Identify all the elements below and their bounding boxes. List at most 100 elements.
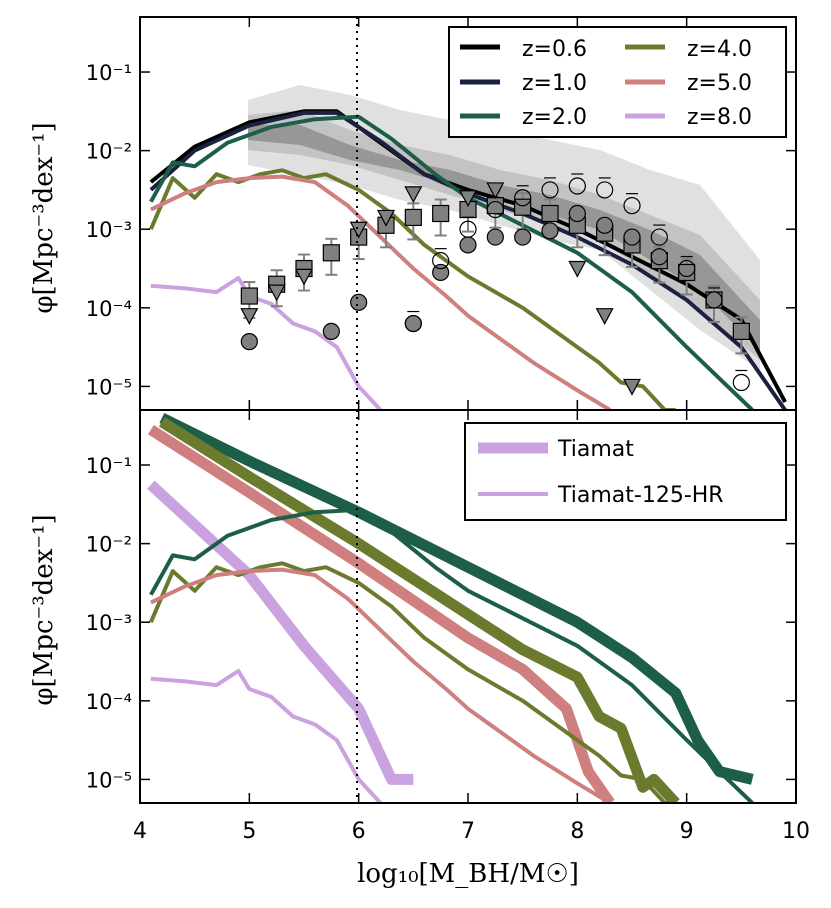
observational-data bbox=[240, 173, 750, 396]
top-series-lines bbox=[149, 109, 787, 410]
triangle-marker bbox=[568, 260, 587, 278]
tiamat-125-hr-line bbox=[149, 561, 676, 803]
y-tick-label: 10⁻⁵ bbox=[86, 375, 132, 399]
square-marker bbox=[240, 287, 258, 305]
model-shaded-bands bbox=[248, 85, 760, 370]
legend-label: z=2.0 bbox=[522, 105, 587, 130]
legend-entry: z=8.0 bbox=[625, 105, 752, 130]
tiamat-125-hr-line bbox=[149, 507, 754, 803]
x-tick-label: 10 bbox=[782, 819, 810, 844]
legend-label: Tiamat-125-HR bbox=[557, 483, 724, 508]
legend-entry: z=5.0 bbox=[625, 71, 752, 96]
filled-circle-marker bbox=[650, 248, 668, 266]
triangle-marker bbox=[240, 308, 259, 325]
square-marker bbox=[678, 263, 696, 282]
tiamat-125-hr-line bbox=[150, 567, 612, 803]
bottom-series-lines bbox=[147, 412, 754, 803]
y-tick-label: 10⁻¹ bbox=[86, 454, 132, 478]
legend-entry: z=4.0 bbox=[625, 37, 752, 62]
triangle-marker bbox=[595, 308, 614, 325]
y-tick-label: 10⁻³ bbox=[86, 218, 132, 242]
filled-circle-marker bbox=[459, 236, 477, 254]
square-marker bbox=[541, 204, 559, 223]
legend-entry: Tiamat-125-HR bbox=[478, 483, 724, 508]
open-circle-marker bbox=[596, 181, 614, 199]
filled-circle-marker bbox=[514, 228, 532, 246]
tiamat-line bbox=[159, 412, 754, 785]
bottom-legend: Tiamat Tiamat-125-HR bbox=[464, 422, 787, 521]
top-legend: z=0.6 z=1.0 z=2.0 z=4.0 z=5.0 z=8.0 bbox=[448, 26, 787, 138]
legend-label: z=4.0 bbox=[687, 37, 752, 62]
triangle-marker bbox=[623, 378, 641, 396]
bottom-y-axis-label: φ[Mpc⁻³dex⁻¹] bbox=[29, 514, 59, 705]
shaded-band-dark bbox=[248, 125, 760, 350]
legend-entry: z=1.0 bbox=[460, 71, 587, 96]
tiamat-line bbox=[147, 480, 414, 785]
filled-circle-marker bbox=[322, 322, 340, 340]
legend-label: Tiamat bbox=[557, 437, 634, 462]
open-circle-marker bbox=[650, 228, 668, 246]
open-circle-marker bbox=[459, 220, 477, 238]
x-tick-label: 8 bbox=[570, 819, 584, 844]
filled-circle-marker bbox=[240, 333, 258, 351]
square-marker bbox=[432, 204, 450, 223]
filled-circle-marker bbox=[596, 216, 614, 234]
triangle-marker bbox=[459, 190, 477, 208]
series-line bbox=[149, 114, 754, 410]
tiamat-line bbox=[147, 424, 615, 803]
legend-label: z=1.0 bbox=[522, 71, 587, 96]
filled-circle-marker bbox=[432, 263, 450, 282]
y-tick-label: 10⁻⁵ bbox=[86, 768, 132, 792]
top-panel: 10⁻¹ 10⁻² 10⁻³ 10⁻⁴ 10⁻⁵ φ[Mpc⁻³dex⁻¹] z=0.6… bbox=[29, 16, 797, 411]
y-tick-label: 10⁻² bbox=[86, 140, 132, 164]
series-line bbox=[150, 174, 612, 410]
triangle-marker bbox=[267, 284, 286, 302]
top-y-axis-label: φ[Mpc⁻³dex⁻¹] bbox=[29, 122, 59, 313]
open-circle-marker bbox=[678, 259, 696, 278]
open-circle-marker bbox=[404, 314, 422, 333]
y-tick-label: 10⁻⁴ bbox=[86, 297, 132, 321]
filled-circle-marker bbox=[568, 204, 586, 223]
open-circle-marker bbox=[623, 197, 641, 215]
filled-circle-marker bbox=[623, 228, 641, 246]
open-circle-marker bbox=[486, 200, 504, 219]
square-marker bbox=[514, 198, 532, 216]
filled-circle-marker bbox=[486, 228, 504, 246]
x-ticks: 4 5 6 7 8 9 10 bbox=[133, 17, 810, 844]
series-line bbox=[149, 168, 676, 410]
triangle-marker bbox=[377, 209, 395, 227]
filled-circle-marker bbox=[350, 293, 368, 311]
x-axis-label: log₁₀[M_BH/M☉] bbox=[357, 859, 579, 889]
open-circle-marker bbox=[432, 252, 450, 270]
open-circle-marker bbox=[732, 373, 750, 392]
bottom-y-ticks: 10⁻¹ 10⁻² 10⁻³ 10⁻⁴ 10⁻⁵ bbox=[86, 454, 796, 792]
triangle-marker bbox=[486, 182, 505, 200]
legend-label: z=0.6 bbox=[522, 37, 587, 62]
tiamat-125-hr-line bbox=[150, 669, 382, 803]
open-circle-marker bbox=[514, 189, 532, 207]
legend-entry: Tiamat bbox=[478, 437, 634, 462]
square-marker bbox=[732, 322, 750, 340]
legend-entry: z=0.6 bbox=[460, 37, 587, 62]
bottom-panel: 10⁻¹ 10⁻² 10⁻³ 10⁻⁴ 10⁻⁵ 4 5 6 7 8 9 10 φ[Mpc⁻³dex… bbox=[29, 17, 810, 844]
triangle-marker bbox=[404, 186, 423, 204]
y-tick-label: 10⁻¹ bbox=[86, 61, 132, 85]
square-marker bbox=[404, 208, 422, 227]
open-circle-marker bbox=[541, 181, 559, 199]
y-tick-label: 10⁻³ bbox=[86, 611, 132, 635]
square-marker bbox=[486, 197, 504, 215]
open-circle-marker bbox=[705, 291, 723, 309]
square-marker bbox=[322, 244, 340, 262]
top-y-ticks: 10⁻¹ 10⁻² 10⁻³ 10⁻⁴ 10⁻⁵ bbox=[86, 61, 796, 399]
y-tick-label: 10⁻² bbox=[86, 533, 132, 557]
x-tick-label: 7 bbox=[461, 819, 475, 844]
legend-label: z=8.0 bbox=[687, 105, 752, 130]
x-tick-label: 6 bbox=[352, 819, 366, 844]
legend-entry: z=2.0 bbox=[460, 105, 587, 130]
triangle-marker bbox=[295, 268, 313, 286]
x-tick-label: 9 bbox=[680, 819, 694, 844]
top-legend-box bbox=[448, 26, 787, 138]
x-tick-label: 4 bbox=[133, 819, 147, 844]
filled-circle-marker bbox=[541, 222, 559, 240]
